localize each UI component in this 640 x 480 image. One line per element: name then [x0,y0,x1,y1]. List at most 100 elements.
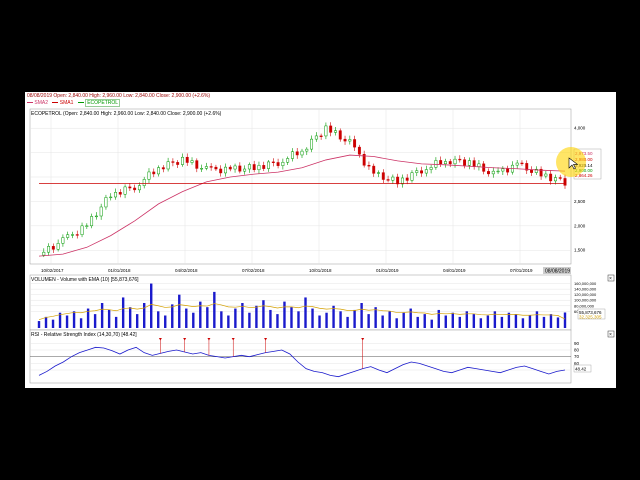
candle-body [42,251,46,256]
candle-body [530,169,533,173]
volume-bar [563,312,567,328]
candle-body [544,173,548,177]
candle-body [310,138,314,150]
volume-bar [395,318,398,328]
volume-bar [86,308,90,328]
volume-bar [65,315,69,328]
price-candles [42,122,567,258]
legend-ecopetrol[interactable]: ECOPETROL [85,99,121,107]
price-x-tick-label: 07/02/2018 [242,268,265,273]
volume-bar [100,303,104,328]
price-y-tick-label: 2,000 [574,223,586,228]
candle-body [324,125,328,137]
volume-bar [114,316,118,328]
candle-body [267,161,270,169]
candle-body [204,166,208,169]
volume-bar [451,312,454,328]
candle-body [506,168,510,173]
volume-y-tick-label: 160,000,000 [574,281,597,286]
rsi-grid [30,343,571,371]
candle-body [276,162,280,166]
volume-bar [479,318,483,328]
rsi-close-button[interactable] [607,330,615,338]
volume-bar [360,303,363,328]
volume-bar [255,305,258,328]
price-x-tick-label: 04/02/2018 [175,268,198,273]
volume-bar [535,311,539,328]
volume-bar [150,283,153,328]
rsi-last-label: 48.42 [575,367,587,372]
candle-body [381,172,385,180]
rsi-signal-marker [158,338,162,341]
legend-sma1[interactable]: SMA1 [59,100,74,106]
candle-body [114,192,117,198]
candle-body [185,156,189,163]
candle-body [319,135,323,137]
rsi-signal-marker [264,338,268,341]
candle-body [549,173,553,182]
candle-body [534,168,538,173]
candle-body [219,168,223,174]
volume-panel[interactable]: VOLUMEN - Volume with EMA (10) [55,873,6… [29,274,615,331]
candle-body [190,160,194,163]
volume-bar [472,314,476,328]
volume-bar [325,312,328,328]
volume-bar [311,308,314,328]
candle-body [271,161,275,163]
price-x-tick-label: 10/01/2018 [309,268,332,273]
rsi-signal-marker [361,338,365,341]
volume-ema-last-label: 32,325,305 [579,315,602,320]
volume-bar [437,309,440,328]
candle-body [553,177,557,182]
volume-grid [30,283,571,312]
candle-body [386,179,390,181]
candle-body [424,169,428,174]
volume-bar [121,297,125,328]
candle-body [200,168,204,170]
chart-window: 08/08/2019 Open: 2,840.00 High: 2,960.00… [25,92,616,388]
candle-body [252,164,256,171]
volume-bar [206,307,209,328]
volume-bar [507,312,511,328]
candle-body [295,151,299,156]
candle-body [305,148,309,152]
candle-body [137,185,141,191]
volume-bar [304,297,307,328]
volume-bar [276,314,279,328]
quote-line: 08/08/2019 Open: 2,840.00 High: 2,960.00… [27,93,211,99]
price-panel[interactable]: ECOPETROL (Open: 2,840.00 High: 2,960.00… [29,108,602,275]
volume-close-button[interactable] [607,274,615,282]
rsi-polyline [38,346,566,378]
price-grid [30,109,571,264]
candle-body [161,167,165,170]
volume-bars [37,283,567,328]
candle-body [99,206,103,217]
volume-bar [374,307,377,328]
candle-body [228,166,232,170]
rsi-panel[interactable]: RSI - Relative Strength Index (14,30,70)… [29,329,615,384]
candle-body [243,168,247,172]
volume-bar [241,303,244,328]
last-value-label: 2,900.00 [575,168,593,173]
volume-bar [444,315,447,328]
rsi-panel-title: RSI - Relative Strength Index (14,30,70)… [31,332,137,338]
rsi-line [38,346,566,378]
volume-bar [178,294,181,328]
candle-body [176,162,180,165]
candle-body [181,156,184,165]
legend-sma2[interactable]: SMA2 [34,100,49,106]
candle-body [56,243,60,250]
candle-body [496,170,500,173]
volume-bar [381,315,384,328]
candle-body [85,225,89,227]
price-y-tick-label: 1,500 [574,248,586,253]
volume-bar [514,314,518,328]
volume-last-label: 55,873,676 [579,310,602,315]
candle-body [491,170,495,175]
volume-bar [556,317,560,328]
chart-canvas[interactable]: ECOPETROL (Open: 2,840.00 High: 2,960.00… [25,92,616,388]
candle-body [400,177,404,185]
volume-y-tick-label: 80,000,000 [574,303,595,308]
volume-bar [107,309,111,328]
volume-bar [465,311,469,328]
